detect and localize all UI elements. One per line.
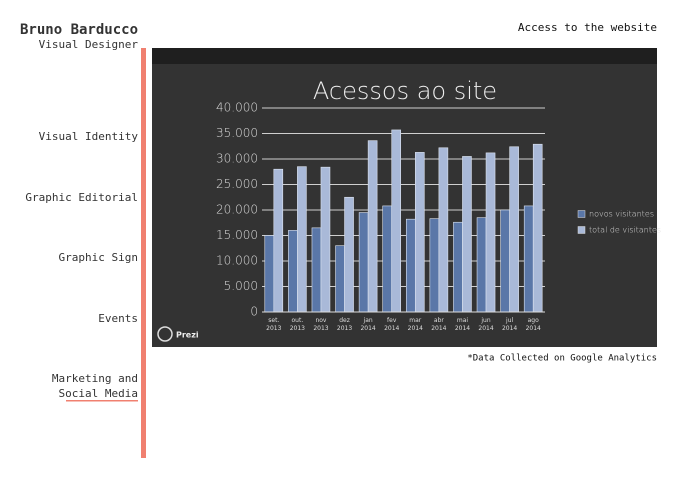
y-tick-label: 10.000 (216, 254, 258, 268)
nav-link-active[interactable]: Social Media (59, 387, 138, 400)
bar (264, 235, 275, 313)
y-tick-label: 25.000 (216, 177, 258, 191)
x-tick-label: fev 2014 (384, 317, 399, 332)
plot: 0 5.000 10.000 15.000 20.000 25.000 30.000 35.0… (216, 101, 661, 332)
website-link[interactable]: Access to the website (518, 21, 657, 34)
bar (273, 168, 284, 313)
legend-swatch (577, 210, 586, 218)
y-tick-label: 35.000 (216, 126, 258, 140)
y-tick-label: 5.000 (224, 279, 258, 293)
sidebar-bar (141, 48, 146, 458)
bar (320, 166, 331, 313)
chart-frame (152, 48, 657, 347)
bar (429, 218, 440, 313)
bar (344, 196, 354, 313)
bar (500, 209, 510, 313)
x-tick-label: mar 2014 (408, 317, 423, 332)
x-tick-label: out. 2013 (290, 317, 305, 332)
chart-topbar (152, 48, 657, 64)
bar (438, 147, 449, 313)
y-tick-label: 15.000 (216, 228, 258, 242)
bar (391, 129, 402, 313)
bar (405, 218, 416, 313)
bar (414, 152, 425, 313)
legend-label: total de visitantes (589, 226, 661, 235)
prezi-badge[interactable]: Prezi (176, 331, 199, 340)
bar (288, 230, 298, 313)
x-tick-label: ago 2014 (526, 317, 541, 332)
bar (358, 212, 369, 313)
x-tick-label: dez 2013 (337, 317, 352, 332)
legend-swatch (577, 226, 586, 234)
y-tick-label: 0 (250, 305, 258, 319)
x-tick-label: abr 2014 (431, 317, 446, 332)
y-tick-label: 40.000 (216, 101, 258, 115)
y-tick-label: 30.000 (216, 152, 258, 166)
bar (297, 166, 307, 313)
active-underline (66, 400, 138, 402)
bar (382, 205, 393, 313)
bar (311, 227, 322, 313)
x-tick-label: mai 2014 (455, 317, 470, 332)
bar (485, 152, 496, 313)
bar (476, 217, 487, 313)
nav-link[interactable]: Graphic Editorial (25, 191, 138, 204)
site-name[interactable]: Bruno Barducco (20, 22, 138, 38)
x-tick-label: jul 2014 (502, 317, 517, 332)
x-tick-label: set. 2013 (266, 317, 281, 332)
bar (335, 245, 345, 313)
prezi-logo (157, 326, 173, 342)
y-tick-label: 20.000 (216, 203, 258, 217)
nav-link[interactable]: Visual Identity (39, 130, 139, 143)
chart-title: Acessos ao site (313, 77, 497, 105)
bar (462, 156, 472, 313)
bar (523, 205, 534, 313)
bar (509, 146, 519, 313)
bar (532, 143, 543, 313)
data-note: *Data Collected on Google Analytics (467, 354, 657, 364)
x-tick-label: nov 2013 (313, 317, 328, 332)
legend-label: novos visitantes (589, 210, 654, 219)
site-role: Visual Designer (39, 38, 139, 51)
nav-link[interactable]: Marketing and (52, 372, 138, 385)
nav-link[interactable]: Graphic Sign (59, 251, 138, 264)
bar (453, 221, 463, 313)
x-tick-label: jan 2014 (360, 317, 375, 332)
bar (367, 140, 378, 313)
x-tick-label: jun 2014 (478, 317, 493, 332)
nav-link[interactable]: Events (98, 312, 138, 325)
